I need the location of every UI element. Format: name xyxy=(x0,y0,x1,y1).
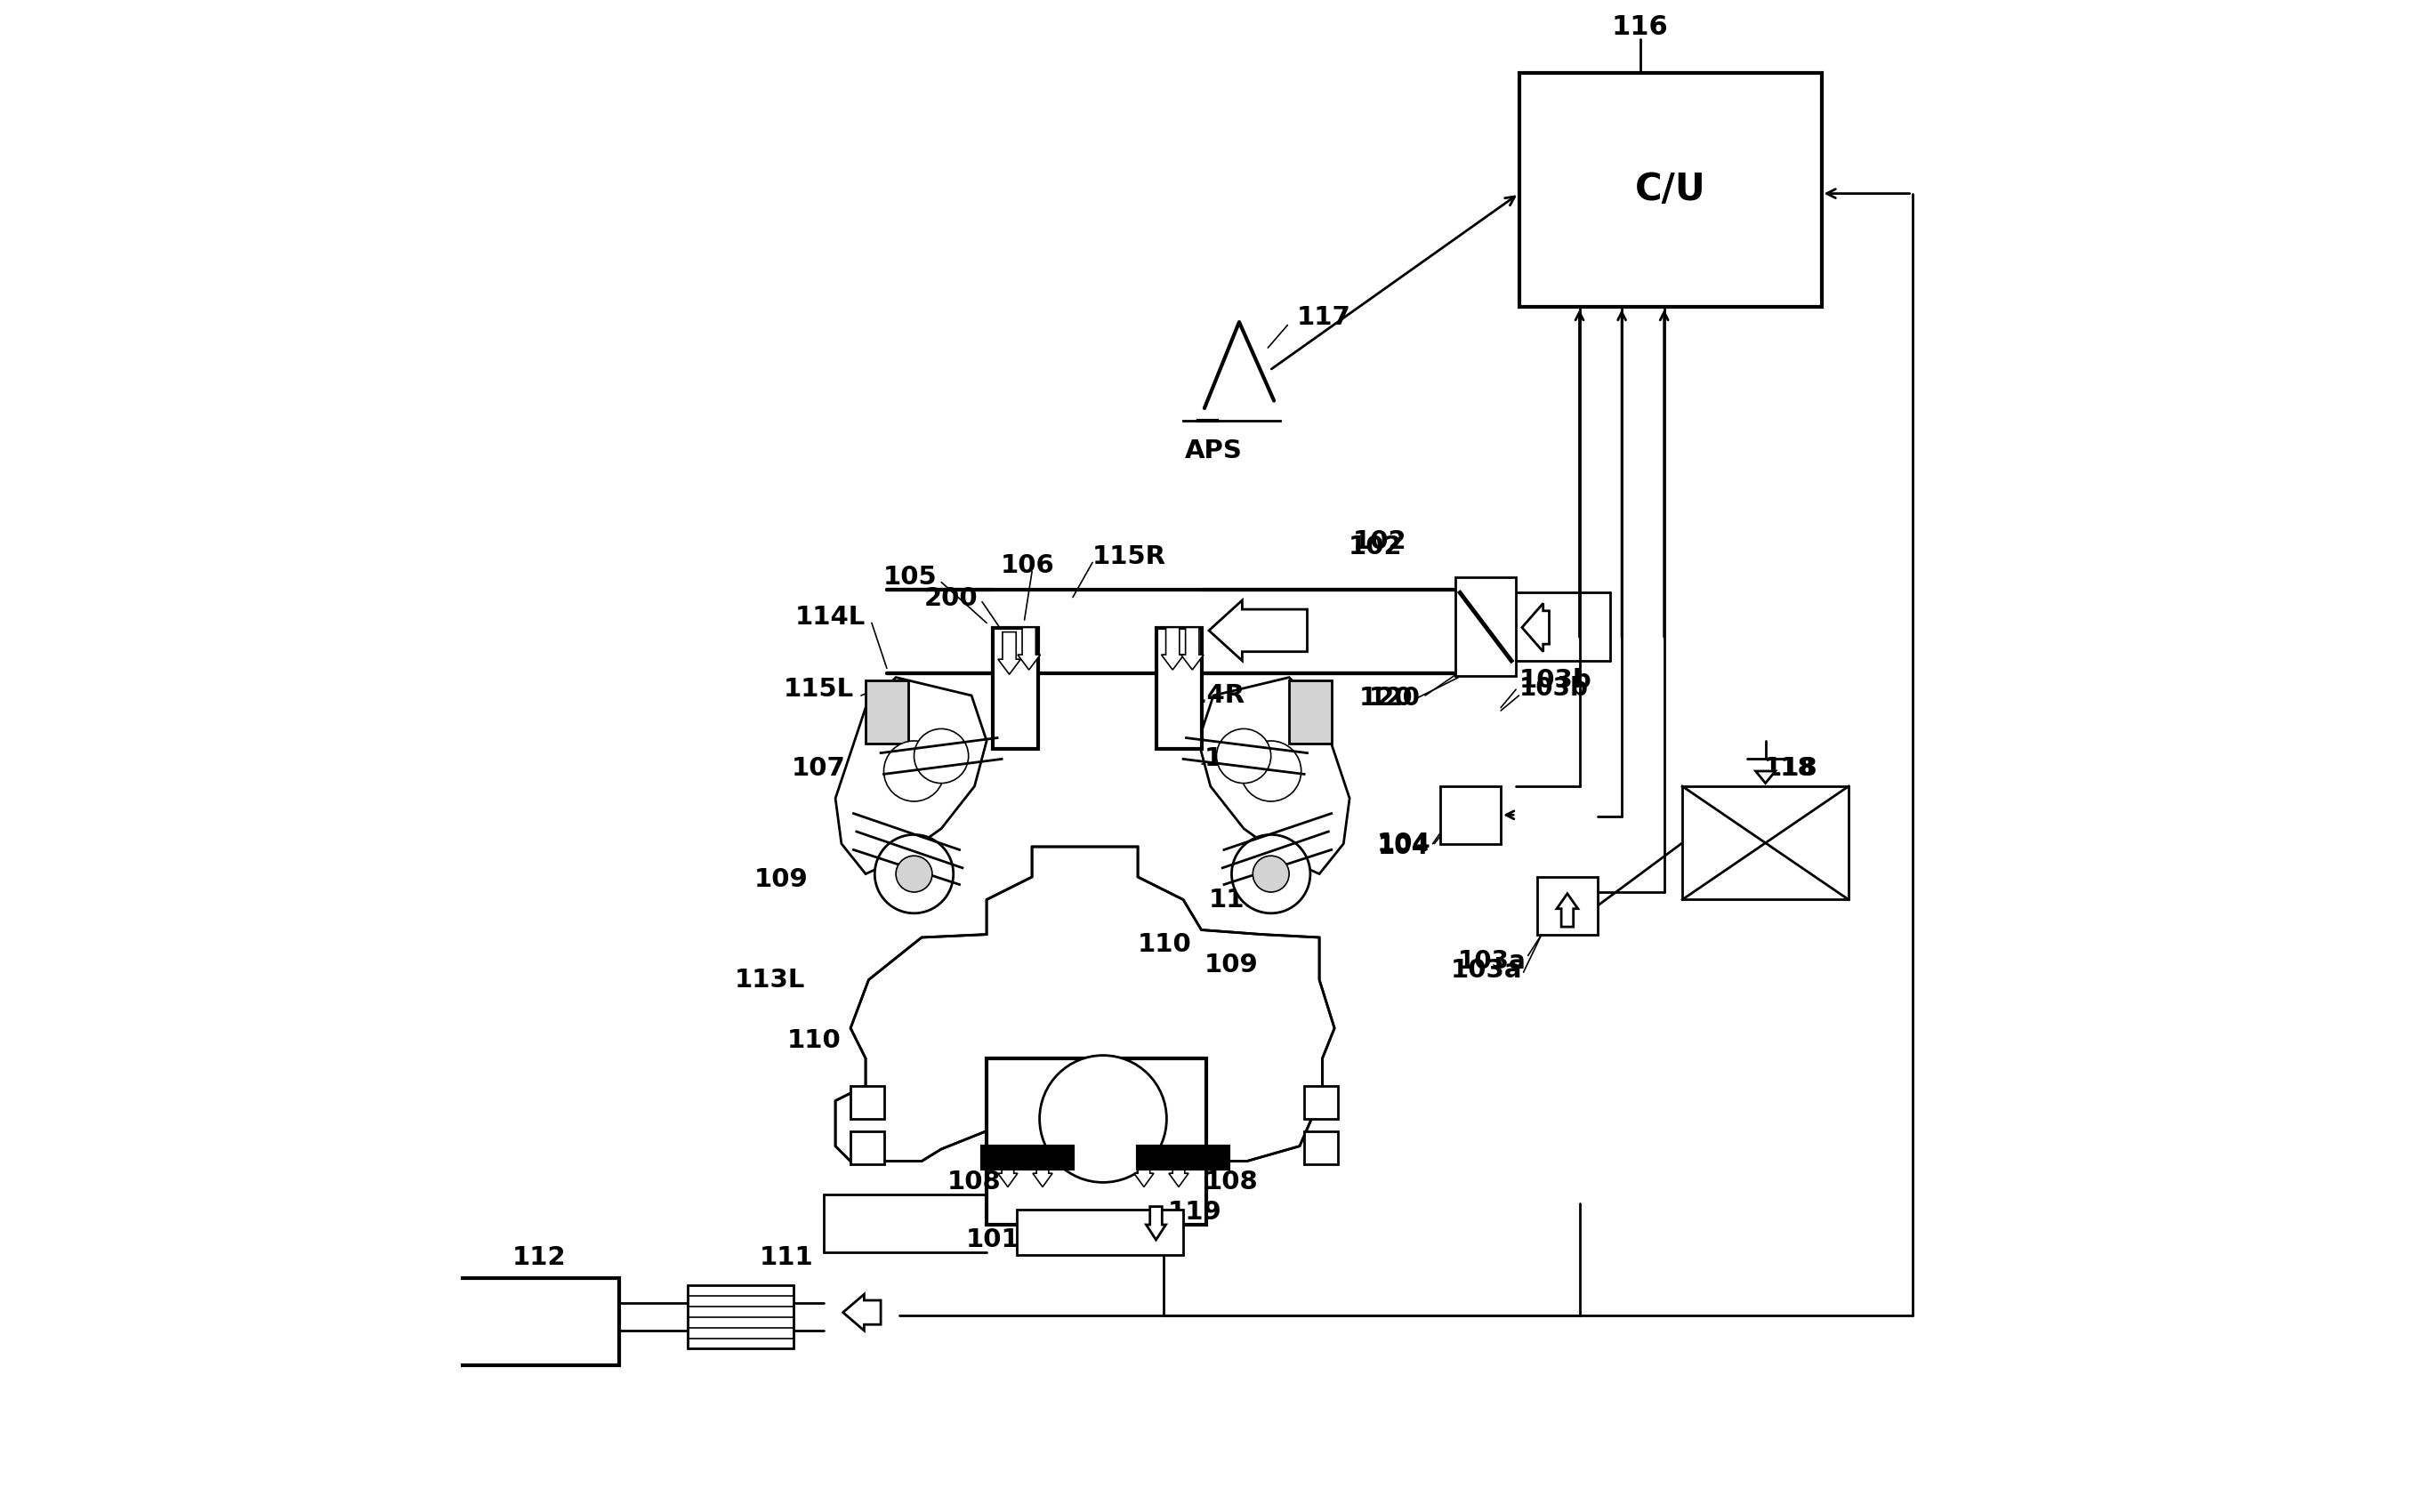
Text: 115R: 115R xyxy=(1092,544,1165,569)
FancyArrow shape xyxy=(1146,1207,1165,1240)
Polygon shape xyxy=(835,847,1333,1161)
Bar xyxy=(983,1146,1073,1169)
Text: 103b: 103b xyxy=(1518,668,1591,692)
FancyArrow shape xyxy=(1134,1154,1153,1187)
FancyArrow shape xyxy=(1032,1154,1053,1187)
Text: 107: 107 xyxy=(1204,747,1258,771)
Bar xyxy=(993,627,1039,748)
Bar xyxy=(686,1285,793,1349)
Circle shape xyxy=(883,741,944,801)
Text: 120: 120 xyxy=(1370,686,1421,711)
Text: 114R: 114R xyxy=(1170,683,1246,708)
Text: 118: 118 xyxy=(1764,756,1815,780)
Bar xyxy=(988,1058,1207,1225)
Bar xyxy=(445,1278,618,1365)
Text: 101: 101 xyxy=(966,1228,1019,1252)
Text: C/U: C/U xyxy=(1635,171,1706,209)
FancyArrow shape xyxy=(1557,894,1579,927)
FancyArrow shape xyxy=(998,632,1022,674)
Bar xyxy=(1440,786,1501,844)
Circle shape xyxy=(1241,741,1302,801)
Bar xyxy=(1681,786,1849,900)
Text: 109: 109 xyxy=(1204,953,1258,977)
Text: 107: 107 xyxy=(791,756,847,780)
FancyArrow shape xyxy=(1161,627,1185,670)
Text: 103b: 103b xyxy=(1518,676,1589,700)
Text: 103a: 103a xyxy=(1450,959,1523,983)
Text: 119: 119 xyxy=(1168,1201,1221,1225)
Text: 118: 118 xyxy=(1764,756,1817,780)
Text: 113R: 113R xyxy=(1209,888,1282,912)
Text: 111: 111 xyxy=(759,1246,813,1270)
Circle shape xyxy=(1253,856,1289,892)
Text: 110: 110 xyxy=(788,1028,842,1052)
Bar xyxy=(852,1086,883,1119)
Bar xyxy=(866,680,908,744)
Bar xyxy=(1304,1086,1338,1119)
Text: 117: 117 xyxy=(1297,305,1350,330)
Text: 200: 200 xyxy=(925,587,978,611)
Text: 108: 108 xyxy=(946,1170,1002,1194)
Text: 102: 102 xyxy=(1353,529,1406,553)
FancyArrow shape xyxy=(1209,600,1307,661)
Text: 104: 104 xyxy=(1377,835,1431,859)
Text: 116: 116 xyxy=(1611,14,1669,41)
Circle shape xyxy=(1216,729,1270,783)
Text: 102: 102 xyxy=(1348,535,1401,559)
Text: 115L: 115L xyxy=(783,677,854,702)
Text: 108: 108 xyxy=(1204,1170,1258,1194)
Bar xyxy=(1156,627,1202,748)
Bar xyxy=(1304,1131,1338,1164)
Bar xyxy=(1538,877,1598,934)
Text: 113L: 113L xyxy=(735,968,805,992)
Bar xyxy=(1455,578,1516,676)
Text: 106: 106 xyxy=(1000,553,1053,578)
Text: 105: 105 xyxy=(883,565,937,590)
FancyArrow shape xyxy=(1523,603,1550,652)
Text: 110: 110 xyxy=(1139,933,1192,957)
Text: 112: 112 xyxy=(511,1246,567,1270)
Bar xyxy=(852,1131,883,1164)
FancyArrow shape xyxy=(1017,627,1041,670)
Circle shape xyxy=(895,856,932,892)
Polygon shape xyxy=(1199,677,1350,874)
Text: 104: 104 xyxy=(1377,832,1431,856)
Circle shape xyxy=(1231,835,1311,913)
FancyArrow shape xyxy=(1180,627,1204,670)
Circle shape xyxy=(876,835,954,913)
Bar xyxy=(1139,1146,1229,1169)
Bar xyxy=(1289,680,1331,744)
FancyArrow shape xyxy=(1757,771,1776,783)
Circle shape xyxy=(915,729,968,783)
FancyArrow shape xyxy=(1168,1154,1190,1187)
Bar xyxy=(1017,1210,1182,1255)
Text: 109: 109 xyxy=(754,868,808,892)
Circle shape xyxy=(1039,1055,1165,1182)
FancyArrow shape xyxy=(842,1294,881,1331)
Text: APS: APS xyxy=(1185,438,1243,463)
Text: 103a: 103a xyxy=(1457,950,1525,974)
Bar xyxy=(1518,73,1822,307)
Text: 114L: 114L xyxy=(796,605,866,629)
Polygon shape xyxy=(835,677,988,874)
FancyArrow shape xyxy=(998,1154,1017,1187)
Text: 120: 120 xyxy=(1360,686,1414,711)
